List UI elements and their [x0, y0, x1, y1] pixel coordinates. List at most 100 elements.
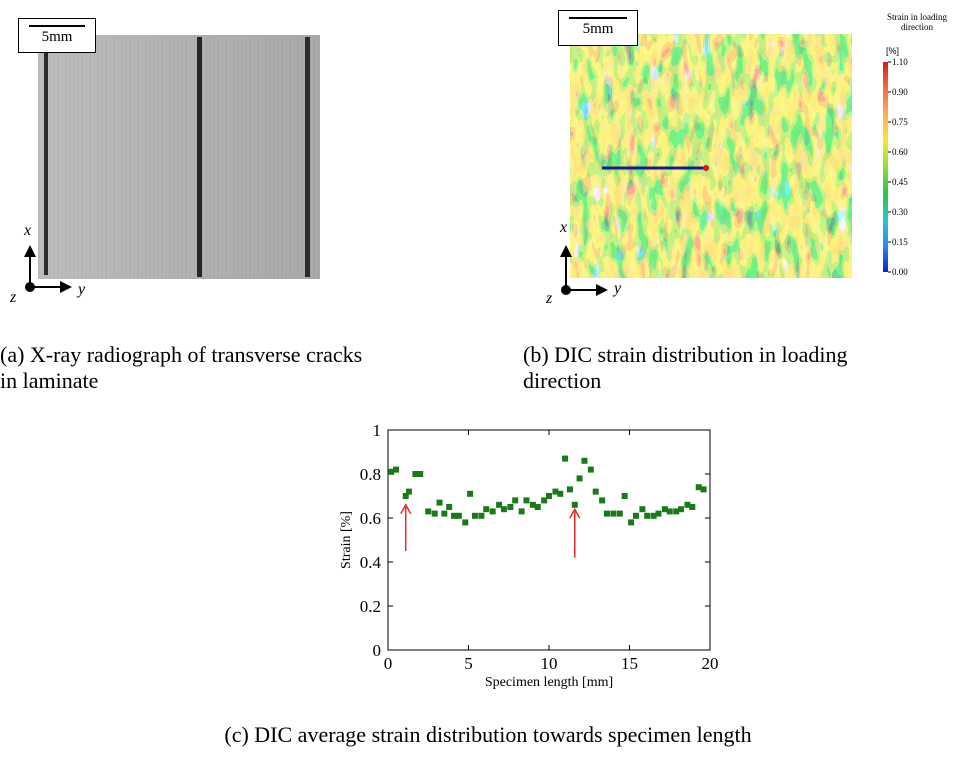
y-tick-label: 1 [373, 421, 382, 440]
colorbar-tick-label: 0.45 [892, 177, 908, 187]
colorbar-gradient [883, 62, 888, 272]
crack-line-2 [197, 37, 202, 277]
data-point [402, 493, 409, 499]
data-point [405, 488, 412, 495]
data-point [436, 499, 443, 506]
scale-bar-a: 5mm [18, 18, 96, 53]
axis-y-label-b: y [614, 280, 622, 297]
data-point [592, 488, 599, 495]
data-point [650, 512, 657, 519]
data-point [412, 471, 419, 477]
axis-y-label-a: y [78, 281, 86, 298]
data-point [571, 501, 578, 508]
scale-bar-label: 5mm [582, 21, 614, 37]
annotation-arrowhead [400, 503, 412, 515]
y-axis-label: Strain [%] [339, 511, 354, 569]
colorbar-tick-label: 0.30 [892, 207, 908, 217]
data-point [557, 490, 564, 497]
data-point [666, 508, 673, 515]
x-tick-label: 10 [541, 654, 558, 673]
panel-b: 5mm Strain in loading direction [%] 1.10… [540, 0, 976, 307]
data-point [496, 501, 503, 508]
data-point [541, 497, 548, 504]
data-point [471, 512, 478, 519]
data-point [455, 512, 462, 519]
colorbar: 1.10 0.90 0.75 0.60 0.45 0.30 0.15 0.00 [883, 58, 908, 277]
caption-a: (a) X-ray radiograph of transverse crack… [0, 342, 480, 394]
colorbar-title-line2: direction [901, 22, 933, 32]
data-point [616, 510, 623, 517]
y-tick-label: 0.6 [360, 509, 381, 528]
data-point [610, 510, 617, 517]
axis-x-label-b: x [560, 219, 568, 236]
colorbar-unit: [%] [886, 46, 900, 56]
x-tick-label: 0 [384, 654, 393, 673]
data-point [546, 493, 552, 499]
data-point [507, 504, 514, 510]
y-tick-label: 0.8 [360, 465, 381, 484]
y-tick-label: 0.2 [360, 597, 381, 616]
data-point [446, 504, 453, 510]
y-tick-label: 0.4 [360, 553, 382, 572]
dic-strain-map [570, 34, 852, 278]
scale-bar-line [569, 17, 627, 19]
scale-bar-label: 5mm [41, 29, 73, 45]
data-point [621, 493, 628, 499]
strain-chart: 0 5 10 15 20 0 0.2 0.4 0.6 0.8 1 Specimen length [m… [339, 421, 719, 690]
x-tick-label: 5 [464, 654, 473, 673]
xray-radiograph [38, 35, 320, 279]
data-point [566, 486, 573, 493]
panel-a: 5mm x y z [0, 0, 340, 306]
x-axis-label: Specimen length [mm] [485, 675, 613, 690]
caption-a-line2: in laminate [0, 368, 99, 393]
x-tick-label: 15 [621, 654, 638, 673]
data-point [587, 466, 594, 473]
data-point [451, 512, 458, 519]
data-point [603, 510, 610, 517]
colorbar-tick-label: 0.75 [892, 117, 908, 127]
axis-z-label-a: z [10, 289, 17, 306]
data-point [639, 506, 646, 513]
crack-line-3 [305, 37, 310, 277]
data-point [478, 512, 485, 519]
x-tick-label: 20 [702, 654, 719, 673]
colorbar-tick-label: 0.15 [892, 237, 908, 247]
y-tick-label: 0 [373, 641, 382, 660]
data-point [467, 490, 474, 497]
plot-frame [387, 429, 711, 651]
caption-a-line1: (a) X-ray radiograph of transverse crack… [0, 342, 363, 367]
caption-b-line1: (b) DIC strain distribution in loading [523, 342, 848, 367]
colorbar-tick-label: 0.90 [892, 87, 908, 97]
data-point [628, 519, 635, 526]
caption-b-line2: direction [523, 368, 602, 393]
colorbar-tick-label: 0.00 [892, 267, 908, 277]
data-point [599, 497, 606, 504]
data-point [655, 510, 662, 517]
data-point [529, 501, 536, 508]
colorbar-title-line1: Strain in loading [887, 12, 947, 22]
caption-c: (c) DIC average strain distribution towa… [224, 722, 752, 747]
data-point [512, 497, 519, 504]
data-point [700, 486, 707, 493]
colorbar-tick-label: 1.10 [892, 58, 908, 67]
data-point [689, 504, 696, 510]
coordinate-axes-b [560, 245, 608, 296]
data-point [462, 519, 469, 526]
data-point [684, 501, 691, 508]
data-point [562, 455, 569, 462]
data-point [523, 497, 530, 504]
data-point [576, 475, 583, 482]
scale-bar-line [29, 25, 85, 27]
data-point [441, 510, 448, 517]
data-point [581, 457, 588, 464]
crack-line-1 [44, 39, 48, 275]
coordinate-axes-a [24, 245, 72, 293]
axis-z-label-b: z [546, 290, 553, 307]
data-point [661, 506, 668, 513]
data-point [695, 484, 702, 491]
data-point [393, 466, 400, 473]
data-point [500, 506, 507, 513]
data-point [534, 504, 541, 510]
axis-x-label-a: x [24, 222, 32, 239]
colorbar-title: Strain in loading direction [858, 12, 976, 32]
